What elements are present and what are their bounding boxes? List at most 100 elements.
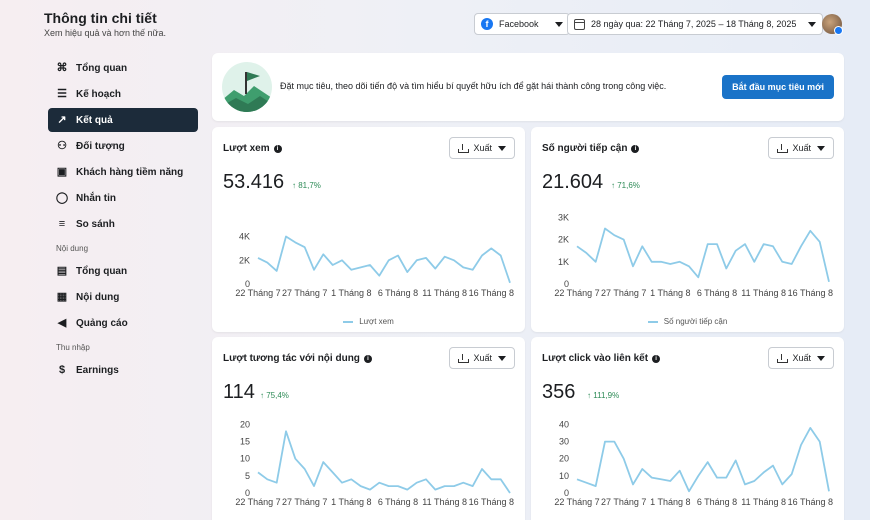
chevron-down-icon (498, 355, 506, 361)
y-tick-label: 20 (559, 454, 569, 464)
sidebar-item-plan[interactable]: ☰ Kế hoạch (48, 82, 198, 106)
legend-swatch (647, 320, 658, 323)
info-icon[interactable]: i (273, 144, 282, 153)
sidebar-item-label: Kế hoạch (76, 88, 122, 100)
x-tick-label: 27 Tháng 7 (282, 497, 327, 507)
date-range-selector[interactable]: 28 ngày qua: 22 Tháng 7, 2025 – 18 Tháng… (567, 13, 824, 35)
chart-card-engagement: Lượt tương tác với nội dung i Xuất 114 ↑… (212, 337, 525, 520)
sidebar-item-leads[interactable]: ▣ Khách hàng tiềm năng (48, 160, 198, 184)
download-icon (777, 143, 789, 153)
start-goal-button[interactable]: Bắt đầu mục tiêu mới (722, 75, 834, 99)
x-tick-label: 1 Tháng 8 (331, 288, 371, 298)
platform-label: Facebook (499, 19, 539, 29)
info-icon[interactable]: i (363, 354, 372, 363)
line-chart: 0 5 10 15 20 22 Tháng 7 27 Tháng 7 1 Tháng 8 6 T… (235, 419, 514, 507)
series-line (576, 227, 830, 283)
series-line (257, 235, 511, 284)
sidebar-item-label: So sánh (76, 218, 115, 230)
x-tick-label: 27 Tháng 7 (601, 288, 646, 298)
chart-legend: Số người tiếp cận (531, 317, 844, 326)
y-tick-label: 0 (564, 488, 569, 498)
sidebar-item-content-overview[interactable]: ▤ Tổng quan (48, 259, 198, 283)
card-title-text: Số người tiếp cận (542, 143, 628, 154)
sidebar-item-compare[interactable]: ≡ So sánh (48, 212, 198, 236)
banner-text: Đặt mục tiêu, theo dõi tiến độ và tìm hi… (280, 81, 667, 91)
goal-banner: Đặt mục tiêu, theo dõi tiến độ và tìm hi… (212, 53, 844, 121)
x-tick-label: 11 Tháng 8 (422, 288, 467, 298)
y-tick-label: 0 (564, 279, 569, 289)
info-icon[interactable]: i (652, 354, 661, 363)
download-icon (777, 353, 789, 363)
y-tick-label: 30 (559, 437, 569, 447)
legend-swatch (343, 320, 354, 323)
chevron-down-icon (554, 21, 563, 27)
sidebar-item-messaging[interactable]: ◯ Nhắn tin (48, 186, 198, 210)
change-value: 111,9% (593, 391, 620, 400)
series-line (257, 430, 511, 494)
sidebar-item-overview[interactable]: ⌘ Tổng quan (48, 56, 198, 80)
change-value: 71,6% (617, 181, 640, 190)
sidebar-item-ads[interactable]: ◀ Quảng cáo (48, 311, 198, 335)
x-tick-label: 22 Tháng 7 (554, 497, 599, 507)
download-icon (458, 353, 470, 363)
card-title: Lượt tương tác với nội dung i (223, 353, 372, 364)
export-button[interactable]: Xuất (449, 137, 515, 159)
x-tick-label: 27 Tháng 7 (601, 497, 646, 507)
export-button[interactable]: Xuất (449, 347, 515, 369)
sidebar-item-earnings[interactable]: $ Earnings (48, 358, 198, 382)
y-tick-label: 1K (558, 257, 569, 267)
people-icon: ⚇ (57, 139, 67, 152)
metric-total: 114 (223, 381, 255, 403)
megaphone-icon: ◀ (57, 316, 67, 329)
y-tick-label: 2K (239, 255, 250, 265)
sidebar-item-label: Earnings (76, 364, 119, 376)
chart-card-views: Lượt xem i Xuất 53.416 ↑ 81,7% 0 2K 4K 22 T… (212, 127, 525, 332)
x-tick-label: 11 Tháng 8 (741, 288, 786, 298)
flag-illustration-icon (222, 62, 272, 112)
card-title: Số người tiếp cận i (542, 143, 640, 154)
x-tick-label: 22 Tháng 7 (235, 497, 280, 507)
section-income-heading: Thu nhập (56, 343, 90, 352)
x-tick-label: 27 Tháng 7 (282, 288, 327, 298)
export-button[interactable]: Xuất (768, 347, 834, 369)
card-title: Lượt click vào liên kết i (542, 353, 661, 364)
metric-total: 53.416 (223, 171, 285, 193)
card-title-text: Lượt tương tác với nội dung (223, 353, 360, 364)
metric-change: ↑ 111,9% (587, 391, 620, 400)
sidebar-item-label: Kết quả (76, 114, 113, 126)
calendar-icon (574, 18, 585, 30)
export-button[interactable]: Xuất (768, 137, 834, 159)
legend-label: Số người tiếp cận (663, 317, 728, 326)
chart-card-reach: Số người tiếp cận i Xuất 21.604 ↑ 71,6% … (531, 127, 844, 332)
x-tick-label: 16 Tháng 8 (788, 497, 833, 507)
sidebar-item-content[interactable]: ▦ Nội dung (48, 285, 198, 309)
x-tick-label: 11 Tháng 8 (741, 497, 786, 507)
page-subtitle: Xem hiệu quả và hơn thế nữa. (44, 28, 167, 38)
y-tick-label: 0 (245, 488, 250, 498)
legend-label: Lượt xem (359, 317, 394, 326)
overview-icon: ▤ (56, 264, 68, 277)
y-tick-label: 15 (240, 437, 250, 447)
y-tick-label: 4K (239, 232, 250, 242)
x-tick-label: 11 Tháng 8 (422, 497, 467, 507)
sidebar-item-label: Tổng quan (76, 265, 128, 277)
line-chart: 0 2K 4K 22 Tháng 7 27 Tháng 7 1 Tháng 8 6 Thán… (235, 232, 514, 299)
x-tick-label: 16 Tháng 8 (469, 288, 514, 298)
platform-selector[interactable]: f Facebook (474, 13, 570, 35)
x-tick-label: 22 Tháng 7 (235, 288, 280, 298)
sidebar-item-audience[interactable]: ⚇ Đối tượng (48, 134, 198, 158)
sidebar-item-label: Đối tượng (76, 140, 125, 152)
export-label: Xuất (792, 143, 811, 153)
sidebar: ⌘ Tổng quan ☰ Kế hoạch ↗ Kết quả ⚇ Đối t… (48, 56, 198, 384)
x-tick-label: 1 Tháng 8 (650, 288, 690, 298)
sidebar-item-label: Quảng cáo (76, 317, 128, 329)
export-label: Xuất (473, 143, 492, 153)
contact-card-icon: ▣ (56, 165, 68, 178)
info-icon[interactable]: i (631, 144, 640, 153)
x-tick-label: 6 Tháng 8 (378, 288, 418, 298)
page-title: Thông tin chi tiết (44, 10, 157, 26)
x-tick-label: 6 Tháng 8 (697, 497, 737, 507)
line-chart: 0 10 20 30 40 22 Tháng 7 27 Tháng 7 1 Tháng 8 6 … (554, 419, 833, 507)
sidebar-item-results[interactable]: ↗ Kết quả (48, 108, 198, 132)
section-content-heading: Nội dung (56, 244, 89, 253)
